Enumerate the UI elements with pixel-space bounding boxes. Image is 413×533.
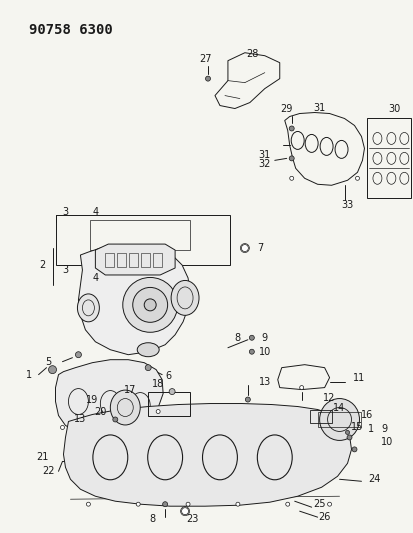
Text: 29: 29 (280, 103, 293, 114)
Ellipse shape (347, 435, 352, 440)
Text: 9: 9 (381, 424, 387, 434)
Ellipse shape (320, 399, 359, 440)
Polygon shape (64, 403, 351, 506)
Ellipse shape (289, 156, 294, 161)
Ellipse shape (328, 502, 332, 506)
Text: 27: 27 (199, 54, 211, 64)
Bar (368, 118, 411, 198)
Text: 28: 28 (247, 49, 259, 59)
Ellipse shape (113, 417, 118, 422)
Ellipse shape (356, 176, 359, 180)
Ellipse shape (77, 294, 100, 322)
Text: 33: 33 (342, 200, 354, 210)
Text: 10: 10 (381, 438, 394, 447)
Text: 11: 11 (354, 373, 366, 383)
Ellipse shape (182, 508, 189, 515)
Text: 14: 14 (333, 402, 346, 413)
Ellipse shape (245, 397, 250, 402)
Text: 31: 31 (313, 102, 326, 112)
Ellipse shape (60, 425, 64, 430)
Text: 10: 10 (259, 346, 271, 357)
Ellipse shape (249, 349, 254, 354)
Ellipse shape (123, 278, 178, 332)
Text: 32: 32 (259, 159, 271, 169)
Bar (310, 409, 332, 424)
Bar (129, 253, 138, 267)
Text: 26: 26 (318, 512, 331, 522)
Text: 5: 5 (45, 357, 52, 367)
Text: 22: 22 (42, 466, 55, 477)
Ellipse shape (137, 343, 159, 357)
Ellipse shape (136, 502, 140, 506)
Ellipse shape (346, 431, 349, 434)
Text: 6: 6 (165, 370, 171, 381)
Ellipse shape (289, 126, 294, 131)
Text: 8: 8 (235, 333, 241, 343)
Ellipse shape (110, 390, 140, 425)
Text: 17: 17 (124, 385, 136, 394)
Text: 19: 19 (86, 394, 99, 405)
Ellipse shape (249, 335, 254, 340)
Polygon shape (78, 245, 190, 354)
Ellipse shape (236, 502, 240, 506)
Text: 9: 9 (262, 333, 268, 343)
Text: 24: 24 (368, 474, 381, 484)
Text: 1: 1 (26, 369, 32, 379)
Ellipse shape (156, 409, 160, 414)
Ellipse shape (352, 447, 357, 452)
Ellipse shape (206, 76, 211, 81)
Bar (105, 253, 114, 267)
Text: 12: 12 (323, 393, 336, 402)
Text: 20: 20 (94, 407, 107, 416)
Ellipse shape (186, 502, 190, 506)
Ellipse shape (163, 502, 168, 507)
Ellipse shape (286, 502, 290, 506)
Text: 90758 6300: 90758 6300 (28, 23, 112, 37)
Text: 15: 15 (351, 423, 364, 432)
Text: 21: 21 (36, 453, 49, 462)
Text: 7: 7 (257, 243, 263, 253)
Ellipse shape (300, 385, 304, 390)
Ellipse shape (49, 366, 57, 374)
Text: 3: 3 (62, 265, 69, 275)
Text: 1: 1 (368, 424, 375, 434)
Ellipse shape (169, 389, 175, 394)
Polygon shape (95, 244, 175, 275)
Ellipse shape (86, 502, 90, 506)
Bar (55, 215, 230, 265)
Ellipse shape (76, 352, 81, 358)
Text: 2: 2 (39, 260, 46, 270)
Text: 30: 30 (388, 103, 401, 114)
Ellipse shape (241, 245, 248, 252)
Bar (117, 253, 126, 267)
Text: 8: 8 (149, 514, 155, 524)
Text: 13: 13 (74, 415, 87, 424)
Text: 18: 18 (152, 378, 164, 389)
Ellipse shape (290, 176, 294, 180)
Ellipse shape (171, 280, 199, 316)
Text: 4: 4 (93, 207, 98, 217)
Bar (148, 392, 190, 416)
Text: 3: 3 (62, 207, 69, 217)
Text: 25: 25 (313, 499, 326, 509)
Text: 31: 31 (259, 150, 271, 160)
Text: 16: 16 (361, 410, 374, 421)
Polygon shape (55, 360, 163, 437)
Text: 13: 13 (259, 377, 271, 386)
Bar (90, 220, 190, 250)
Bar (141, 253, 150, 267)
Text: 4: 4 (93, 273, 98, 283)
Bar (318, 411, 361, 427)
Ellipse shape (145, 365, 151, 370)
Ellipse shape (133, 287, 168, 322)
Text: 23: 23 (186, 514, 198, 524)
Bar (153, 253, 162, 267)
Ellipse shape (144, 299, 156, 311)
